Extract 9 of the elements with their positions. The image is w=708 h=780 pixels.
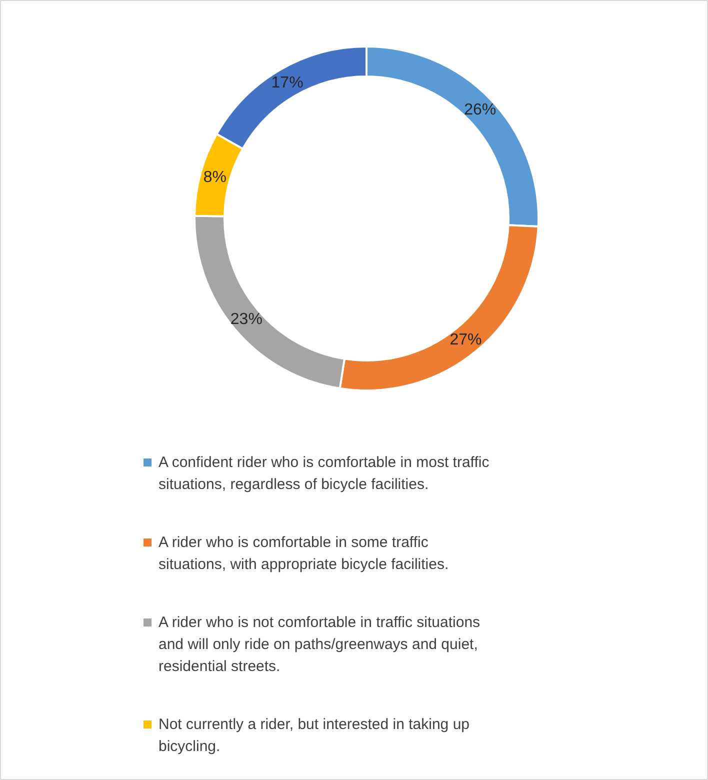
- legend-label: Not currently a rider, but interested in taking up bicycling.: [158, 716, 470, 755]
- data-label: 27%: [450, 332, 482, 349]
- data-label: 23%: [230, 311, 262, 328]
- legend-label: A rider who is comfortable in some traffic situations, with appropriate bicycle facilities.: [158, 534, 449, 573]
- data-label: 8%: [203, 168, 227, 186]
- data-label: 17%: [271, 74, 304, 92]
- legend-label: A rider who is not comfortable in traffic situations and will only ride on paths/greenways and quiet, residential streets.: [158, 614, 480, 675]
- data-label: 26%: [464, 102, 496, 119]
- legend-label: A confident rider who is comfortable in most traffic situations, regardless of bicycle facilities.: [158, 454, 490, 493]
